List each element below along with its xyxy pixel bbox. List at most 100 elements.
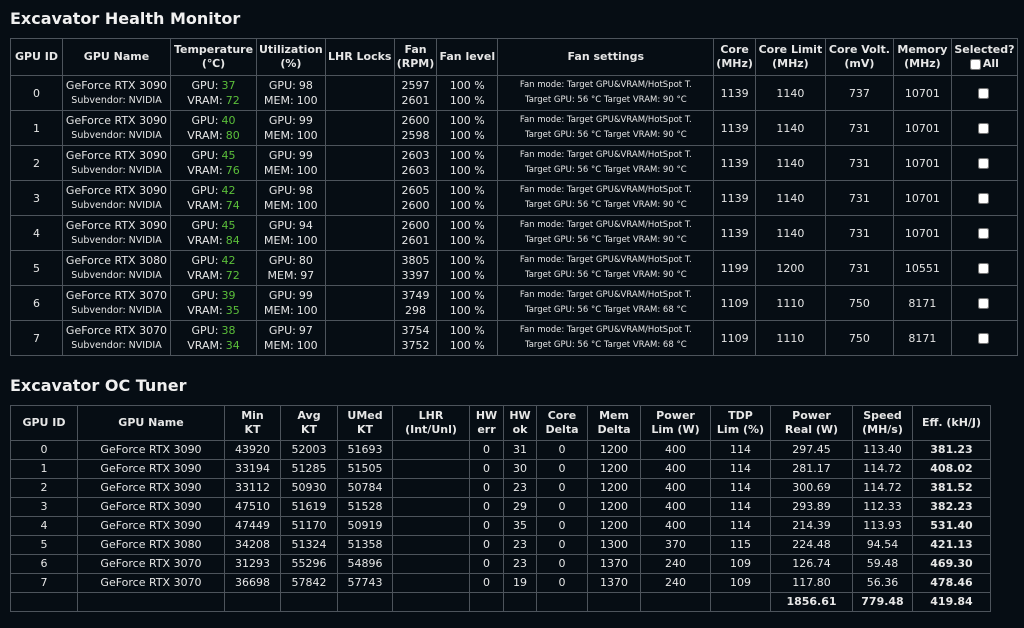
oc-cell: GeForce RTX 3080 [77,535,225,555]
temp-line: VRAM: 76 [173,163,254,178]
gpu-name: GeForce RTX 3070 Subvendor: NVIDIA [62,320,171,356]
memory: 10701 [892,145,952,181]
oc-cell: 51170 [280,516,338,536]
column-header: Speed (MH/s) [852,405,913,441]
oc-cell: 55296 [280,554,338,574]
oc-cell: 54896 [337,554,393,574]
voltage: 731 [824,250,894,286]
oc-cell: 47449 [224,516,281,536]
oc-cell: 114.72 [852,478,913,498]
selected [950,75,1018,111]
oc-cell: 293.89 [770,497,853,517]
header-line: (%) [259,57,323,71]
fan-level: 100 % 100 % [436,180,499,216]
subvendor: Subvendor: NVIDIA [71,130,162,141]
checkbox[interactable] [977,193,989,204]
fan-settings: Fan mode: Target GPU&VRAM/HotSpot T. Targ… [497,180,715,216]
fan-level: 100 % 100 % [436,75,499,111]
core: 1109 [713,285,756,321]
oc-cell: 51324 [280,535,338,555]
label: GPU: [268,289,296,302]
core: 1109 [713,320,756,356]
header-text: Memory [897,43,948,56]
core-limit: 1140 [754,180,826,216]
header-text: Fan level [439,50,496,63]
temp-value: 80 [225,129,240,142]
header-text: (MHz) [716,57,753,70]
header-line: KT [340,423,390,437]
fan-settings: Fan mode: Target GPU&VRAM/HotSpot T. Targ… [497,215,715,251]
header-text: KT [300,423,318,436]
fan-rpm-line: 2600 [401,199,430,212]
util-value: 100 [296,164,318,177]
temp-value: 34 [225,339,240,352]
fan-rpm-line: 3805 [401,254,430,267]
oc-cell: GeForce RTX 3090 [77,440,225,460]
oc-cell: 59.48 [852,554,913,574]
fan-rpm-line: 2597 [401,79,430,92]
checkbox[interactable] [977,158,989,169]
gpu-id: 4 [10,215,63,251]
oc-cell: 50919 [337,516,393,536]
oc-value: 408.02 [930,462,973,475]
header-line: KT [227,423,278,437]
oc-cell: 408.02 [912,459,991,479]
temp-line: VRAM: 74 [173,198,254,213]
header-line: Core Volt. [828,43,891,57]
util-line: MEM: 100 [259,93,323,108]
column-header: Power Lim (W) [640,405,711,441]
gpu-model: GeForce RTX 3090 [65,79,168,92]
header-text: Real (W) [784,423,839,436]
checkbox[interactable] [977,298,989,309]
temp-line: GPU: 38 [173,323,254,338]
header-text: (MH/s) [862,423,903,436]
checkbox[interactable] [977,228,989,239]
fan-rpm: 3749 298 [393,285,438,321]
header-text: Eff. (kH/J) [921,416,982,429]
util-line: MEM: 100 [259,163,323,178]
column-header: Core Volt. (mV) [824,38,894,76]
oc-cell: 94.54 [852,535,913,555]
header-text: Temperature [173,43,254,56]
oc-cell: GeForce RTX 3070 [77,573,225,593]
header-text: GPU ID [14,50,59,63]
header-row: GPU ID GPU Name Min KT Avg KT UMed KT LHR (Int/Un… [10,405,991,441]
oc-cell: 52003 [280,440,338,460]
oc-cell: 0 [536,573,588,593]
util-value: 80 [298,254,313,267]
temp-value: 74 [225,199,240,212]
label: GPU: [191,184,219,197]
header-line: GPU ID [13,416,75,430]
fan-settings-line: Fan mode: Target GPU&VRAM/HotSpot T. [519,220,692,230]
header-line: (Int/Unl) [395,423,467,437]
oc-cell: 109 [710,573,771,593]
core-limit: 1140 [754,110,826,146]
label: MEM: [264,94,294,107]
checkbox[interactable] [969,58,981,70]
oc-cell: 117.80 [770,573,853,593]
memory: 10701 [892,215,952,251]
oc-cell: GeForce RTX 3090 [77,459,225,479]
core-limit: 1140 [754,215,826,251]
checkbox[interactable] [977,333,989,344]
oc-cell: 381.52 [912,478,991,498]
oc-value: 478.46 [930,576,973,589]
oc-cell: 224.48 [770,535,853,555]
temp-cell: GPU: 42 VRAM: 74 [170,180,257,216]
checkbox[interactable] [977,123,989,134]
checkbox[interactable] [977,263,989,274]
header-text: (%) [280,57,302,70]
fan-level-line: 100 % [449,289,485,302]
oc-row: 7 GeForce RTX 3070 36698 57842 57743 0 19 0 1370… [10,573,991,593]
temp-line: GPU: 45 [173,148,254,163]
util-value: 100 [296,199,318,212]
core: 1139 [713,145,756,181]
header-line: Real (W) [773,423,850,437]
oc-cell: 0 [536,554,588,574]
header-line: HW [472,409,501,423]
oc-row: 3 GeForce RTX 3090 47510 51619 51528 0 29 0 1200… [10,497,991,517]
oc-cell: GeForce RTX 3070 [77,554,225,574]
oc-cell: 779.48 [852,592,913,612]
column-header: Fan level [436,38,499,76]
checkbox[interactable] [977,88,989,99]
